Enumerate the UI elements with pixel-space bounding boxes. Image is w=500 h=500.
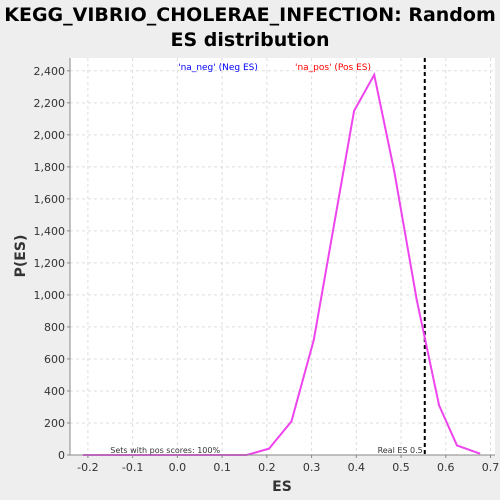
y-tick-label: 0 (58, 449, 65, 462)
y-tick-label: 1,000 (34, 289, 66, 302)
y-tick-label: 2,400 (34, 65, 66, 78)
x-axis-title: ES (272, 479, 292, 495)
pos-scores-annotation: Sets with pos scores: 100% (110, 446, 220, 455)
x-tick-label: -0.1 (122, 461, 143, 474)
x-tick-label: 0.3 (303, 461, 321, 474)
annotation-layer: Sets with pos scores: 100% (110, 446, 220, 455)
x-tick-label: 0.2 (258, 461, 276, 474)
y-tick-label: 1,800 (34, 161, 66, 174)
y-tick-label: 200 (44, 417, 65, 430)
real-es-label: Real ES 0.5 (378, 446, 423, 455)
y-tick-label: 2,000 (34, 129, 66, 142)
chart-title-line-1: KEGG_VIBRIO_CHOLERAE_INFECTION: Random (4, 4, 496, 26)
legend-item: 'na_pos' (Pos ES) (295, 63, 371, 73)
x-tick-label: 0.6 (437, 461, 455, 474)
x-tick-label: 0.5 (392, 461, 410, 474)
y-tick-label: 800 (44, 321, 65, 334)
plot-area (70, 58, 495, 455)
chart-title-line-2: ES distribution (171, 29, 330, 51)
y-axis-title: P(ES) (13, 235, 29, 278)
data-point (312, 338, 315, 341)
x-tick-label: 0.4 (348, 461, 366, 474)
y-tick-label: 1,400 (34, 225, 66, 238)
data-point (455, 444, 458, 447)
y-tick-label: 1,600 (34, 193, 66, 206)
data-point (373, 73, 376, 76)
x-tick-label: 0.0 (169, 461, 187, 474)
y-tick-label: 400 (44, 385, 65, 398)
legend: 'na_neg' (Neg ES) 'na_pos' (Pos ES) (178, 63, 371, 73)
data-point (268, 447, 271, 450)
x-tick-label: 0.1 (213, 461, 231, 474)
data-point (415, 298, 418, 301)
data-point (478, 452, 481, 455)
data-point (438, 404, 441, 407)
axis-layer: 0 200 400 600 800 1,000 1,200 1,400 1,600 1,800 2,… (34, 58, 500, 474)
data-point (353, 109, 356, 112)
y-tick-label: 600 (44, 353, 65, 366)
y-tick-label: 1,200 (34, 257, 66, 270)
y-tick-label: 2,200 (34, 97, 66, 110)
data-point (290, 420, 293, 423)
data-point (393, 170, 396, 173)
x-tick-label: -0.2 (77, 461, 98, 474)
x-tick-label: 0.7 (482, 461, 500, 474)
legend-item: 'na_neg' (Neg ES) (178, 63, 258, 73)
reference-line-layer: Real ES 0.5 (378, 58, 426, 455)
